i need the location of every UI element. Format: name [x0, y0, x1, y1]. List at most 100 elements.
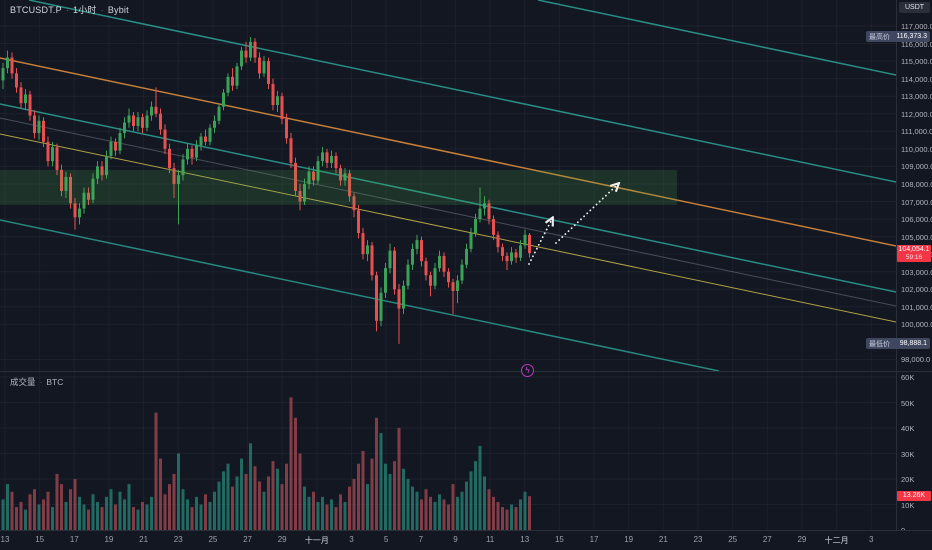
volume-pane-title[interactable]: 成交量 · BTC — [10, 376, 63, 388]
volume-bar — [370, 458, 374, 530]
candle-body — [105, 155, 108, 176]
volume-bar — [375, 417, 378, 530]
volume-bar — [303, 486, 306, 530]
volume-bar — [487, 489, 491, 530]
volume-bar — [388, 473, 392, 530]
flash-trade-button[interactable]: ϟ — [521, 364, 534, 377]
candle-body — [312, 171, 315, 181]
volume-bar — [433, 501, 437, 530]
candle-body — [406, 264, 410, 286]
volume-bar — [528, 496, 531, 530]
projection-arrow[interactable] — [528, 186, 616, 265]
candle-body — [109, 141, 113, 156]
currency-unit-button[interactable]: USDT — [899, 2, 930, 13]
volume-bar — [46, 491, 50, 530]
volume-bar — [321, 496, 324, 530]
channel-line[interactable] — [537, 0, 896, 76]
channel-trendlines[interactable] — [0, 0, 896, 372]
price-tick-label: 98,000.0 — [901, 355, 931, 365]
candle-body — [375, 275, 378, 321]
volume-bars — [1, 397, 531, 530]
price-tick-label: 111,000.0 — [901, 127, 932, 137]
volume-bar — [420, 499, 423, 530]
volume-bar — [6, 484, 9, 530]
candle-body — [523, 234, 527, 246]
volume-bar — [163, 494, 167, 530]
candle-body — [366, 245, 369, 255]
candle-body — [492, 219, 495, 235]
price-tick-label: 112,000.0 — [901, 109, 932, 119]
candle-body — [505, 255, 509, 262]
volume-bar — [289, 397, 293, 530]
price-tick-label: 114,000.0 — [901, 74, 932, 84]
candle-body — [442, 255, 446, 272]
time-tick-label: 23 — [693, 535, 703, 544]
channel-line[interactable] — [0, 103, 896, 293]
time-tick-label: 17 — [589, 535, 599, 544]
candle-body — [55, 147, 59, 170]
highlight-zone[interactable] — [0, 169, 677, 206]
candle-body — [280, 96, 284, 120]
channel-line[interactable] — [28, 0, 896, 183]
candle-body — [204, 136, 207, 142]
time-tick-label: 25 — [208, 535, 218, 544]
candle-body — [51, 147, 54, 162]
volume-bar — [384, 463, 387, 530]
candle-body — [285, 119, 288, 139]
channel-line[interactable] — [0, 133, 896, 323]
volume-bar — [393, 461, 396, 530]
candle-body — [96, 166, 99, 179]
time-tick-label: 十一月 — [304, 536, 329, 545]
time-tick-label: 15 — [35, 535, 45, 544]
candle-body — [127, 115, 131, 123]
volume-tick-label: 50K — [901, 398, 915, 408]
volume-bar — [366, 484, 369, 530]
candle-body — [438, 255, 441, 269]
candle-body — [226, 76, 230, 93]
volume-bar — [505, 509, 509, 530]
supply-zone-rect[interactable] — [0, 169, 677, 206]
volume-bar — [244, 473, 248, 530]
candle-body — [168, 148, 171, 169]
candle-body — [519, 245, 522, 258]
lowest-price-value: 98,888.1 — [899, 340, 927, 348]
volume-bar — [406, 479, 410, 530]
candle-body — [415, 240, 419, 249]
candle-body — [154, 106, 158, 114]
volume-bar — [19, 501, 23, 530]
price-tick-label: 109,000.0 — [901, 162, 932, 172]
channel-line[interactable] — [0, 57, 896, 247]
pane-separator[interactable] — [0, 371, 932, 372]
candle-body — [420, 240, 423, 262]
lowest-price-label: 最低价 — [869, 340, 890, 348]
volume-bar — [348, 486, 351, 530]
time-tick-label: 3 — [349, 535, 354, 544]
candle-body — [474, 219, 477, 234]
time-tick-label: 11 — [485, 535, 495, 544]
candle-body — [514, 252, 518, 258]
volume-bar — [1, 499, 5, 530]
price-axis[interactable]: USDT 117,000.0 116,000.0 115,000.0 114,000.… — [896, 0, 932, 535]
channel-line[interactable] — [0, 117, 896, 307]
candle-body — [64, 176, 68, 191]
chart-canvas[interactable] — [0, 0, 896, 530]
volume-bar — [145, 504, 149, 530]
time-tick-label: 21 — [139, 535, 149, 544]
candle-body — [348, 173, 351, 197]
candle-body — [307, 171, 311, 184]
arrow-segment — [528, 221, 551, 265]
volume-bar — [24, 509, 27, 530]
title-separator: · — [65, 5, 70, 15]
volume-bar — [64, 501, 68, 530]
candle-body — [213, 120, 216, 128]
channel-line[interactable] — [0, 219, 720, 372]
candle-body — [510, 252, 513, 262]
symbol-title[interactable]: BTCUSDT.P · 1小时 · Bybit — [10, 3, 129, 16]
candle-body — [46, 141, 50, 162]
time-axis[interactable]: 13 15 17 19 21 23 25 27 29 十一月 3 5 7 9 11 13 15 17 19 21 23 2… — [0, 530, 932, 550]
candle-body — [199, 136, 203, 146]
candle-body — [528, 234, 531, 254]
candle-body — [352, 196, 356, 211]
candle-body — [501, 247, 504, 256]
volume-bar — [226, 463, 230, 530]
